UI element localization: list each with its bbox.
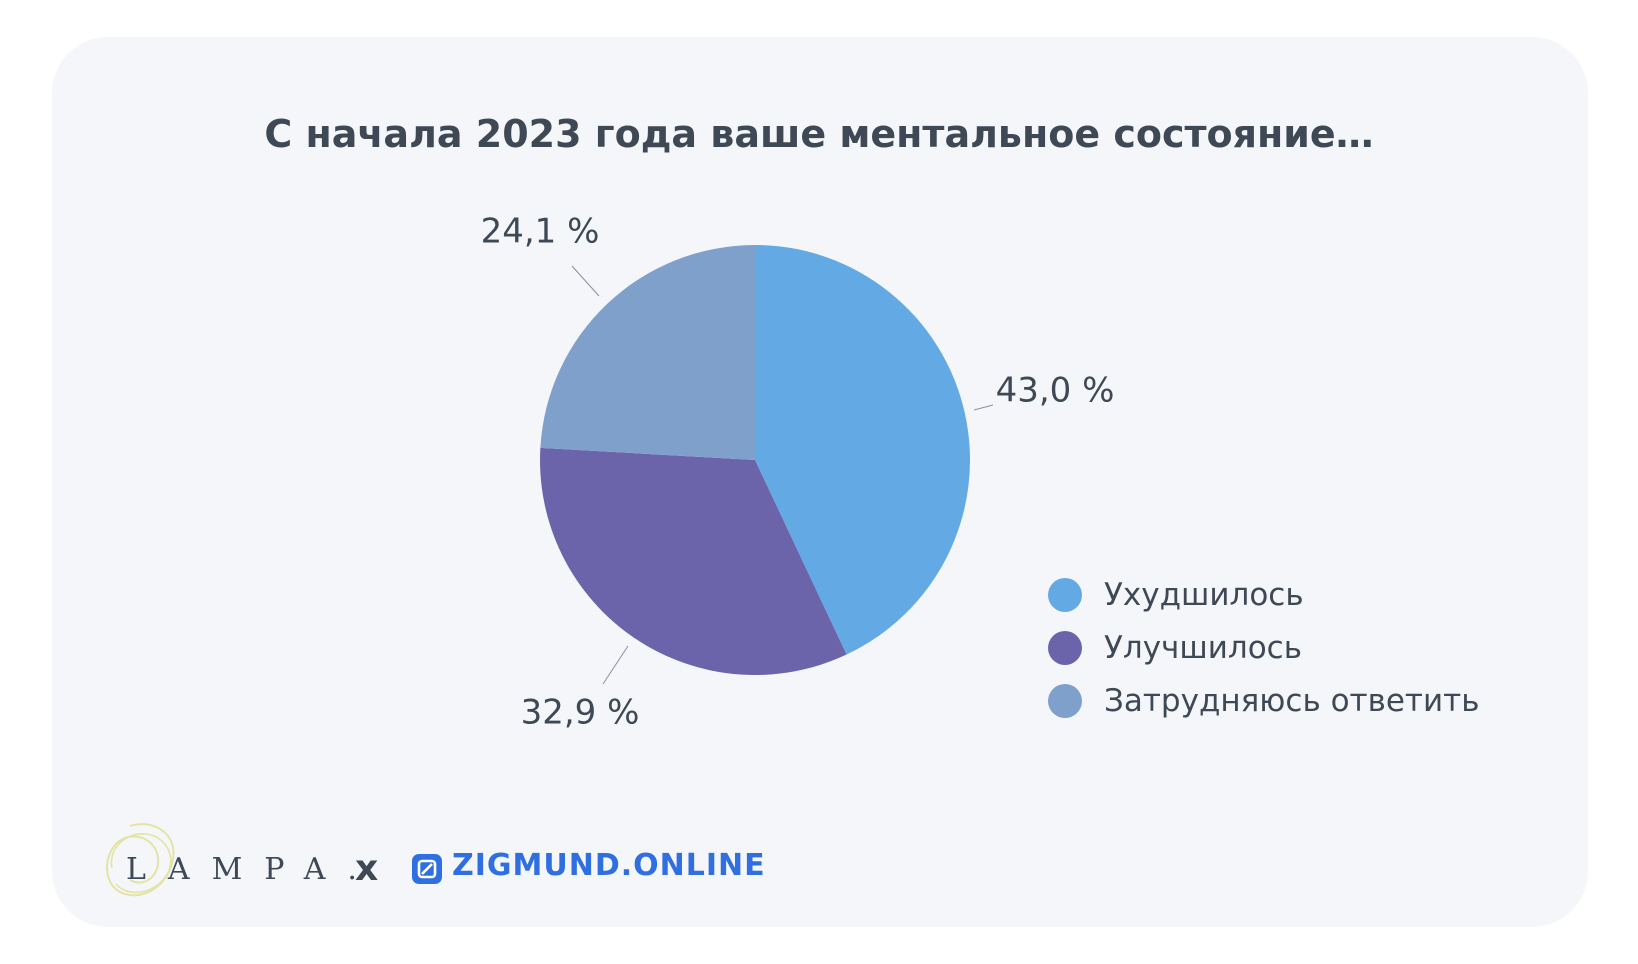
legend-label: Улучшилось xyxy=(1104,629,1302,666)
legend-swatch xyxy=(1048,683,1082,718)
pie-slice xyxy=(540,447,847,675)
slice-value-label: 24,1 % xyxy=(481,212,600,252)
slice-value-label: 32,9 % xyxy=(521,693,640,733)
lampa-logo: LAMPA. xyxy=(126,852,379,887)
legend-item-worse: Ухудшилось xyxy=(1048,568,1479,621)
legend-label: Затрудняюсь ответить xyxy=(1104,682,1480,719)
zigmund-logo-icon xyxy=(412,854,442,884)
legend-item-undecided: Затрудняюсь ответить xyxy=(1048,674,1479,727)
chart-legend: Ухудшилось Улучшилось Затрудняюсь ответи… xyxy=(1048,568,1479,727)
chart-title: С начала 2023 года ваше ментальное состо… xyxy=(264,112,1374,156)
pie-slice xyxy=(540,245,755,460)
zigmund-logo: ZIGMUND.ONLINE xyxy=(452,848,766,883)
leader-line xyxy=(973,404,994,411)
slice-value-label: 43,0 % xyxy=(996,371,1115,411)
lampa-swirl-icon xyxy=(106,823,175,897)
legend-label: Ухудшилось xyxy=(1104,576,1304,613)
pie-slice xyxy=(755,245,971,655)
legend-swatch xyxy=(1048,630,1082,665)
partnership-separator: x xyxy=(355,848,379,889)
leader-line xyxy=(571,265,600,297)
leader-line xyxy=(602,645,629,685)
legend-swatch xyxy=(1048,577,1082,612)
legend-item-better: Улучшилось xyxy=(1048,621,1479,674)
